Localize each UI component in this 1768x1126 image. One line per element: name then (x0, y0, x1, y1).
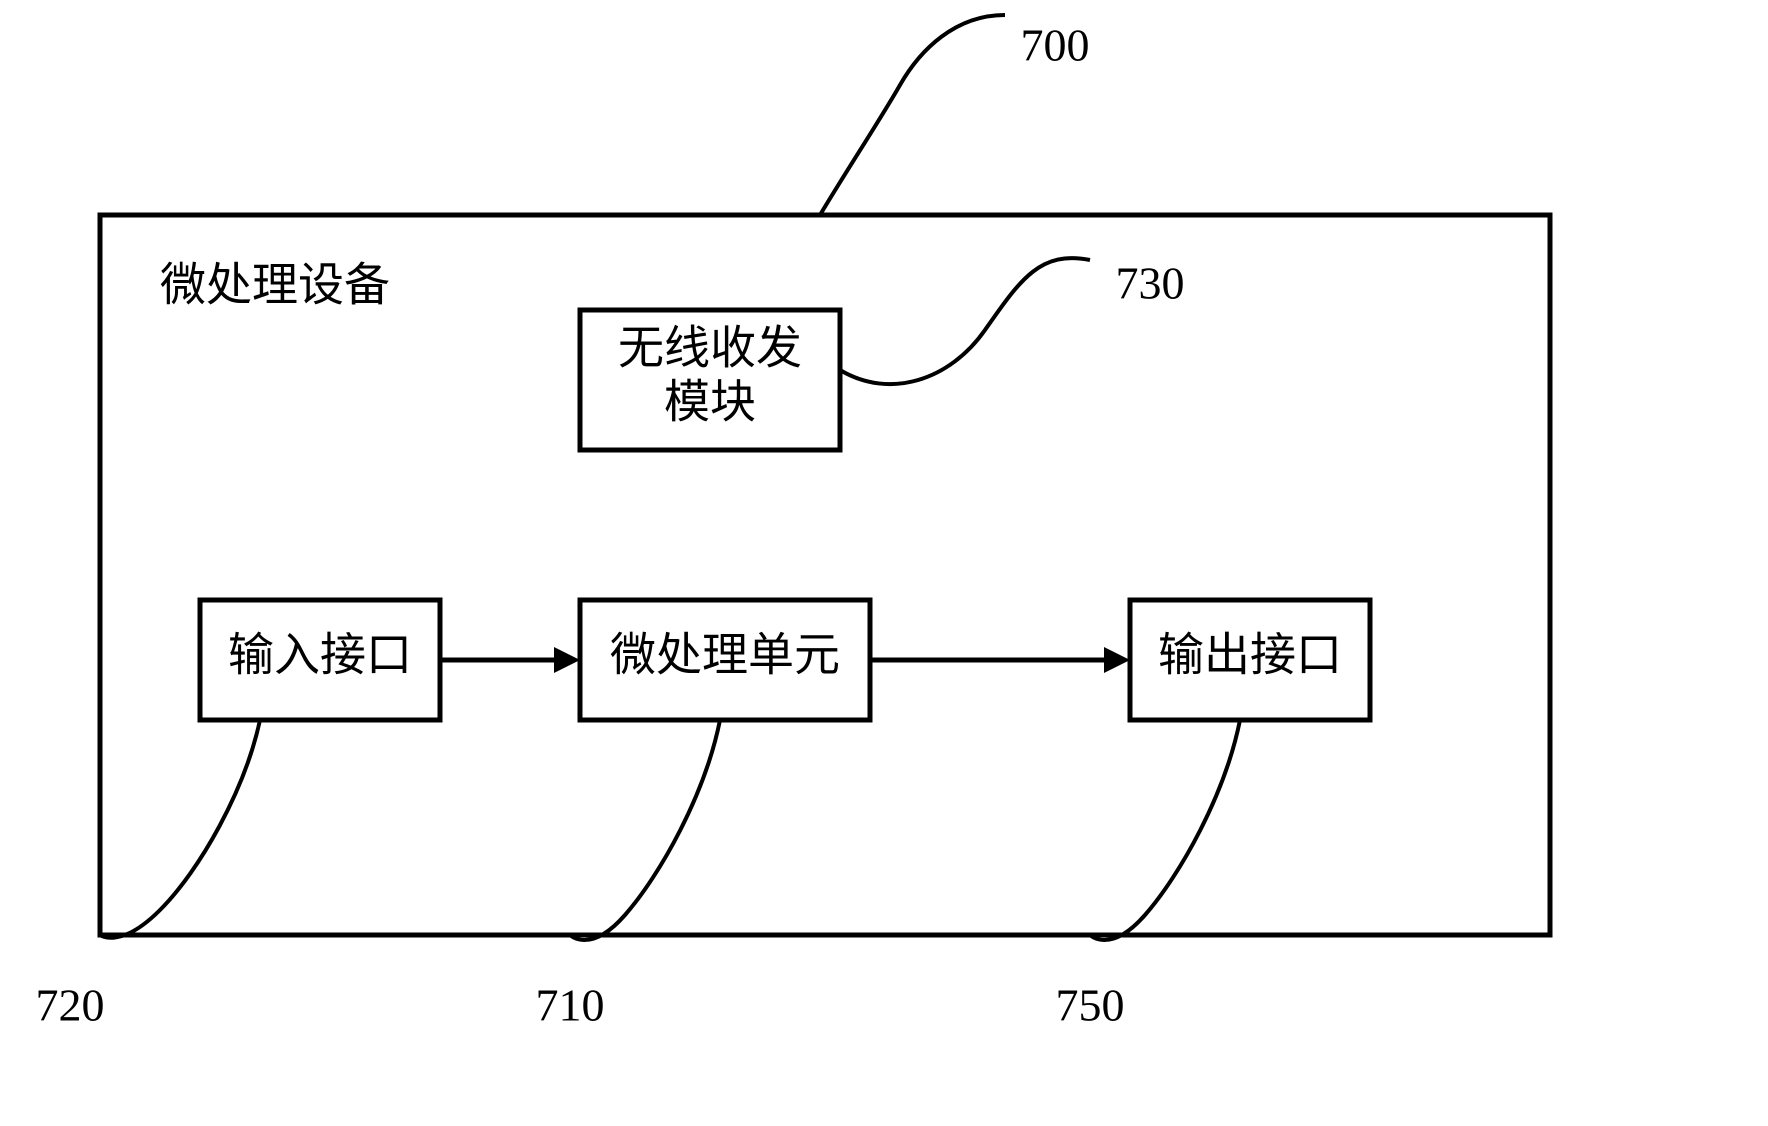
block-wireless-line2: 模块 (664, 377, 756, 428)
block-output: 输出接口 (1130, 600, 1370, 720)
container-title: 微处理设备 (160, 260, 390, 311)
ref-num-mpu: 710 (536, 980, 605, 1031)
ref-num-device: 700 (1021, 20, 1090, 71)
block-mpu-label: 微处理单元 (610, 630, 840, 681)
leader-line-device (820, 15, 1005, 215)
block-diagram: 微处理设备 无线收发 模块 输入接口 微处理单元 输出接口 700 730 720 7… (0, 0, 1768, 1126)
block-wireless: 无线收发 模块 (580, 310, 840, 450)
block-input: 输入接口 (200, 600, 440, 720)
ref-num-output: 750 (1056, 980, 1125, 1031)
block-wireless-line1: 无线收发 (618, 323, 802, 374)
ref-num-wireless: 730 (1116, 258, 1185, 309)
block-input-label: 输入接口 (228, 630, 412, 681)
block-mpu: 微处理单元 (580, 600, 870, 720)
ref-num-input: 720 (36, 980, 105, 1031)
block-output-label: 输出接口 (1158, 630, 1342, 681)
